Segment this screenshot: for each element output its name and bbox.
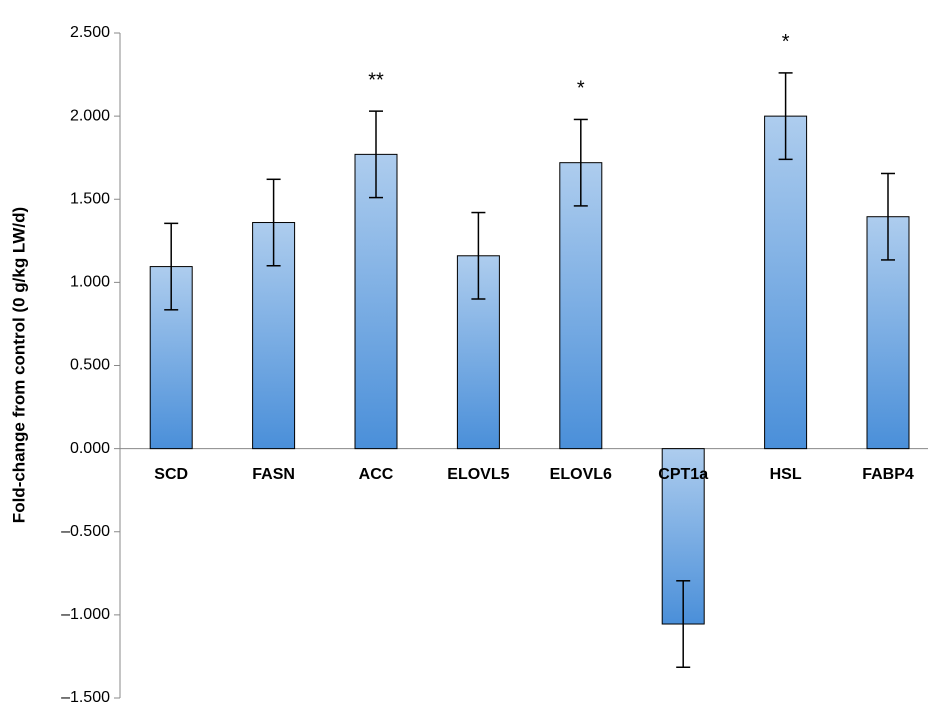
y-tick-label: –1.000 <box>61 606 110 623</box>
x-tick-label: FABP4 <box>862 466 914 483</box>
x-tick-label: CPT1a <box>658 466 708 483</box>
x-tick-label: ACC <box>359 466 394 483</box>
y-tick-label: 2.500 <box>70 24 110 41</box>
bar <box>354 153 398 450</box>
bar <box>764 115 808 450</box>
significance-label: ** <box>368 69 384 91</box>
x-tick-label: FASN <box>252 466 295 483</box>
y-tick-label: 0.500 <box>70 357 110 374</box>
x-tick-label: ELOVL6 <box>550 466 612 483</box>
y-tick-label: –0.500 <box>61 523 110 540</box>
y-tick-label: –1.500 <box>61 689 110 706</box>
y-tick-label: 1.500 <box>70 190 110 207</box>
bar <box>559 162 603 450</box>
y-tick-label: 0.000 <box>70 440 110 457</box>
x-tick-label: HSL <box>770 466 802 483</box>
y-tick-label: 1.000 <box>70 274 110 291</box>
y-axis-title: Fold-change from control (0 g/kg LW/d) <box>9 207 28 523</box>
x-tick-label: SCD <box>154 466 188 483</box>
significance-label: * <box>782 31 790 53</box>
x-tick-label: ELOVL5 <box>447 466 509 483</box>
y-tick-label: 2.000 <box>70 107 110 124</box>
significance-label: * <box>577 78 585 100</box>
